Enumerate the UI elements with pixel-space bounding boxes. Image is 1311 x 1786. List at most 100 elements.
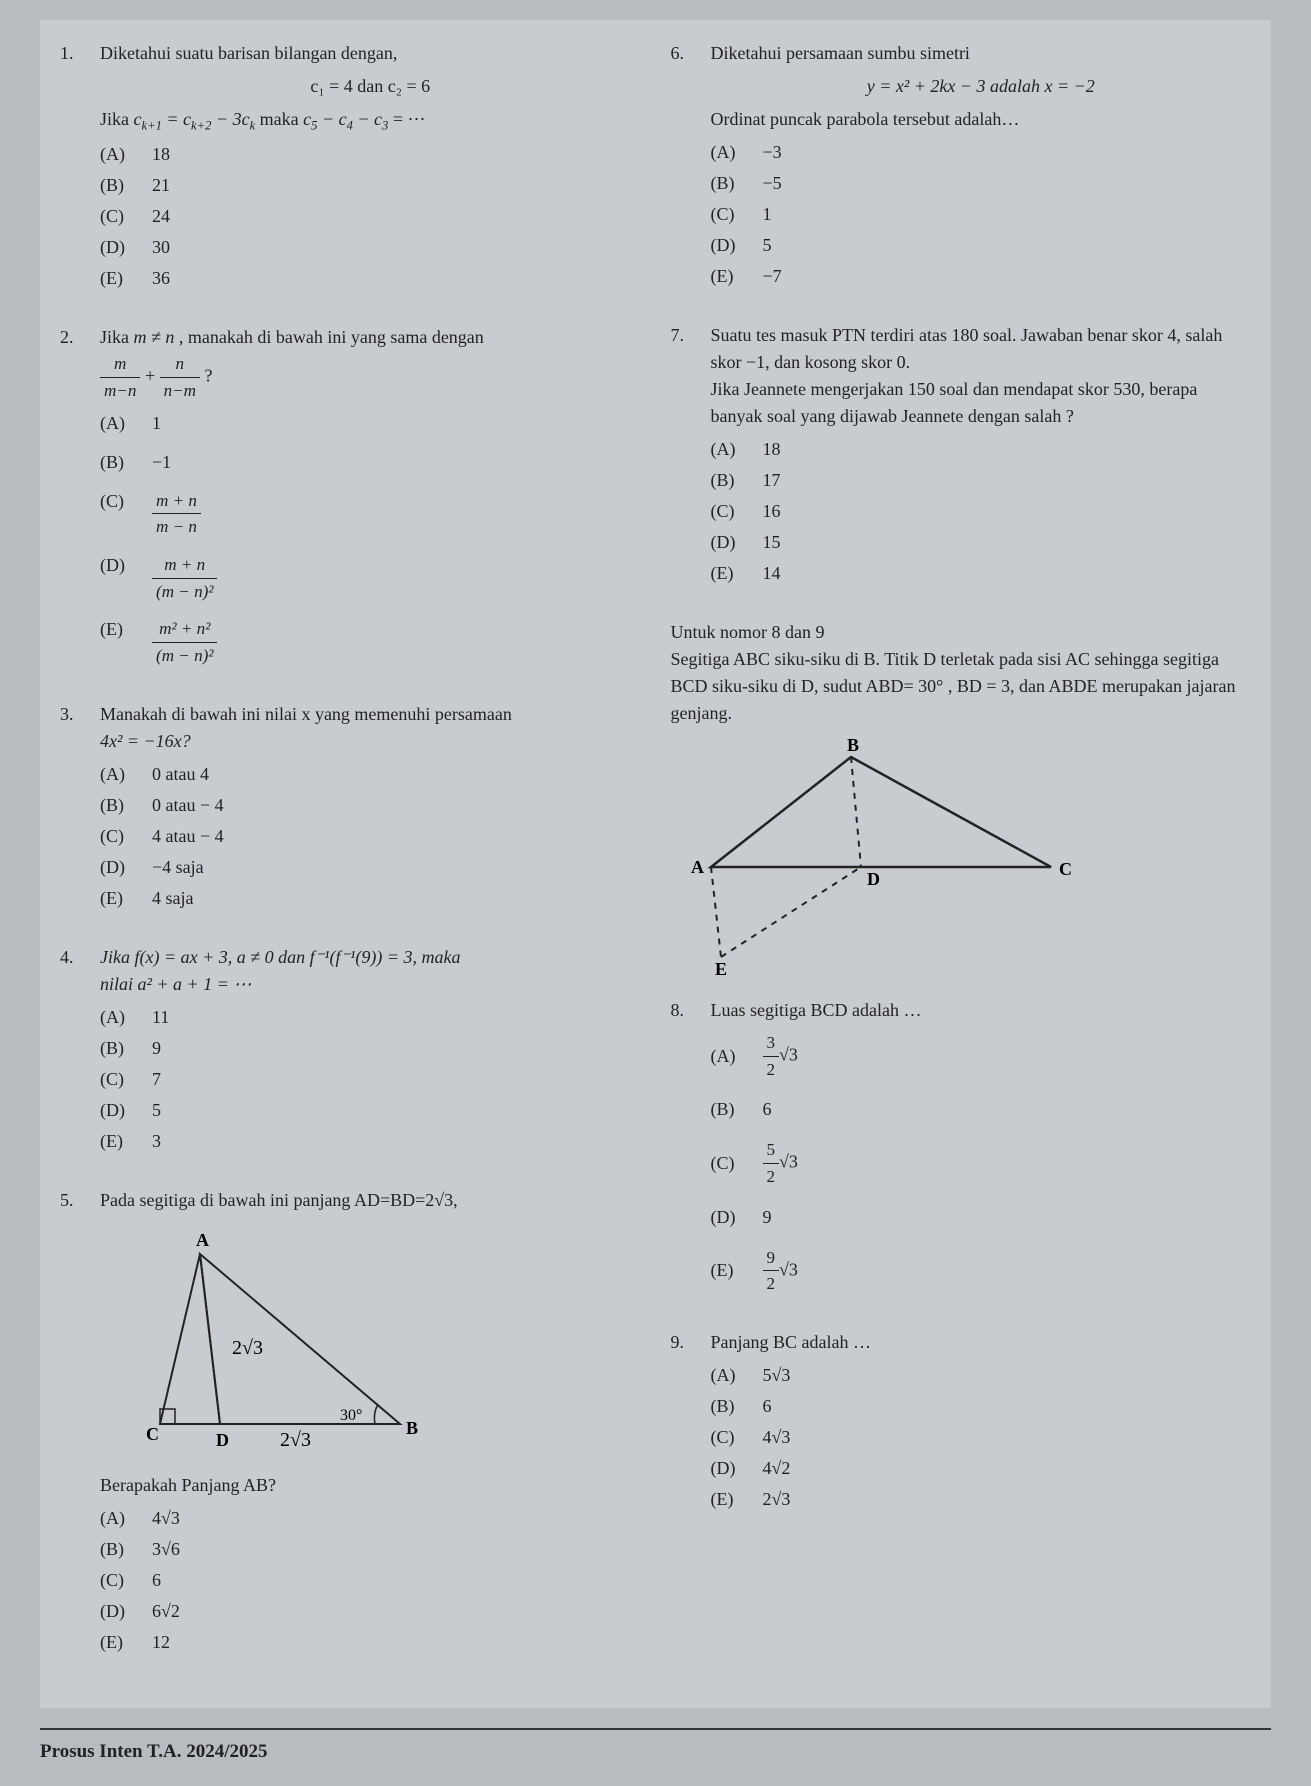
- option-e: (E)4 saja: [100, 885, 641, 912]
- context-8-9: Untuk nomor 8 dan 9 Segitiga ABC siku-si…: [671, 619, 1252, 985]
- page-footer: Prosus Inten T.A. 2024/2025: [40, 1728, 1271, 1767]
- option-label: (D): [100, 1598, 134, 1625]
- option-label: (A): [711, 436, 745, 463]
- question-3: 3. Manakah di bawah ini nilai x yang mem…: [60, 701, 641, 916]
- question-number: 9.: [671, 1329, 697, 1517]
- fig-label-c: C: [146, 1424, 159, 1444]
- options: (A) 32√3 (B)6 (C) 52√3 (D)9 (E) 92√3: [711, 1030, 1252, 1297]
- option-text: −7: [763, 263, 782, 290]
- option-c: (C)1: [711, 201, 1252, 228]
- option-text: 24: [152, 203, 170, 230]
- option-label: (B): [100, 1536, 134, 1563]
- option-label: (C): [100, 488, 134, 540]
- options: (A)18 (B)17 (C)16 (D)15 (E)14: [711, 436, 1252, 587]
- stem-text: Luas segitiga BCD adalah …: [711, 997, 1252, 1024]
- question-body: Luas segitiga BCD adalah … (A) 32√3 (B)6…: [711, 997, 1252, 1301]
- option-text: −1: [152, 449, 171, 476]
- option-d: (D)9: [711, 1204, 1252, 1231]
- option-text: 6: [152, 1567, 161, 1594]
- fraction: mm−n: [100, 351, 140, 403]
- option-e: (E)36: [100, 265, 641, 292]
- fraction: nn−m: [160, 351, 200, 403]
- stem-text: Pada segitiga di bawah ini panjang AD=BD…: [100, 1187, 641, 1214]
- option-text: 1: [152, 410, 161, 437]
- question-number: 1.: [60, 40, 86, 296]
- option-label: (D): [100, 1097, 134, 1124]
- option-a: (A)18: [100, 141, 641, 168]
- option-e: (E)3: [100, 1128, 641, 1155]
- text: Jika: [100, 327, 134, 347]
- option-text: 6: [763, 1096, 772, 1123]
- question-number: 2.: [60, 324, 86, 672]
- option-label: (B): [711, 1096, 745, 1123]
- option-e: (E) m² + n²(m − n)²: [100, 616, 641, 668]
- option-a: (A)−3: [711, 139, 1252, 166]
- question-number: 6.: [671, 40, 697, 294]
- option-label: (A): [100, 1004, 134, 1031]
- fig-label-b: B: [406, 1418, 418, 1438]
- option-a: (A)11: [100, 1004, 641, 1031]
- option-text: 18: [152, 141, 170, 168]
- option-label: (E): [711, 263, 745, 290]
- option-label: (A): [711, 1362, 745, 1389]
- question-number: 7.: [671, 322, 697, 591]
- question-6: 6. Diketahui persamaan sumbu simetri y =…: [671, 40, 1252, 294]
- option-c: (C)24: [100, 203, 641, 230]
- option-c: (C) m + nm − n: [100, 488, 641, 540]
- option-text: 5: [152, 1097, 161, 1124]
- option-text: 2√3: [763, 1486, 791, 1513]
- option-label: (C): [711, 201, 745, 228]
- option-label: (A): [711, 1043, 745, 1070]
- option-e: (E) 2√3: [711, 1486, 1252, 1513]
- option-c: (C)7: [100, 1066, 641, 1093]
- fig-angle-label: 30°: [340, 1407, 362, 1424]
- math-text: c5 − c4 − c3: [303, 109, 388, 129]
- option-text: 5: [763, 232, 772, 259]
- question-body: Diketahui persamaan sumbu simetri y = x²…: [711, 40, 1252, 294]
- option-label: (C): [100, 1567, 134, 1594]
- option-label: (C): [711, 1150, 745, 1177]
- text: ?: [205, 366, 213, 386]
- stem-text: Manakah di bawah ini nilai x yang memenu…: [100, 701, 641, 728]
- fig-label-d: D: [867, 869, 880, 889]
- option-label: (E): [711, 1257, 745, 1284]
- question-body: Jika f(x) = ax + 3, a ≠ 0 dan f⁻¹(f⁻¹(9)…: [100, 944, 641, 1159]
- question-number: 3.: [60, 701, 86, 916]
- option-text: 12: [152, 1629, 170, 1656]
- fraction: m + nm − n: [152, 488, 201, 540]
- question-body: Suatu tes masuk PTN terdiri atas 180 soa…: [711, 322, 1252, 591]
- stem-text: Jika m ≠ n , manakah di bawah ini yang s…: [100, 324, 641, 351]
- page: 1. Diketahui suatu barisan bilangan deng…: [40, 20, 1271, 1708]
- option-label: (D): [711, 232, 745, 259]
- question-body: Jika m ≠ n , manakah di bawah ini yang s…: [100, 324, 641, 672]
- option-label: (E): [711, 1486, 745, 1513]
- option-e: (E) 92√3: [711, 1245, 1252, 1297]
- stem-text: Panjang BC adalah …: [711, 1329, 1252, 1356]
- equation: c₁ = 4 dan c₂ = 6: [100, 73, 641, 100]
- option-e: (E) −7: [711, 263, 1252, 290]
- question-1: 1. Diketahui suatu barisan bilangan deng…: [60, 40, 641, 296]
- stem-text: Jika f(x) = ax + 3, a ≠ 0 dan f⁻¹(f⁻¹(9)…: [100, 944, 641, 971]
- option-d: (D)15: [711, 529, 1252, 556]
- option-label: (C): [711, 1424, 745, 1451]
- option-text: 4 saja: [152, 885, 193, 912]
- fig-label-e: E: [715, 959, 727, 977]
- option-text: 4√3: [152, 1505, 180, 1532]
- math-text: ck+1 = ck+2 − 3ck: [134, 109, 256, 129]
- context-title: Untuk nomor 8 dan 9: [671, 619, 1252, 646]
- question-number: 5.: [60, 1187, 86, 1660]
- options: (A)18 (B)21 (C)24 (D)30 (E)36: [100, 141, 641, 292]
- question-8: 8. Luas segitiga BCD adalah … (A) 32√3 (…: [671, 997, 1252, 1301]
- math-text: m ≠ n: [134, 327, 175, 347]
- stem-text: Jika ck+1 = ck+2 − 3ck maka c5 − c4 − c3…: [100, 106, 641, 135]
- options: (A)−3 (B)−5 (C)1 (D)5 (E)−7: [711, 139, 1252, 290]
- option-d: (D)4√2: [711, 1455, 1252, 1482]
- fig-label-c: C: [1059, 859, 1072, 879]
- stem-text: Ordinat puncak parabola tersebut adalah…: [711, 106, 1252, 133]
- option-label: (A): [100, 761, 134, 788]
- option-a: (A)5√3: [711, 1362, 1252, 1389]
- question-body: Diketahui suatu barisan bilangan dengan,…: [100, 40, 641, 296]
- option-text: 16: [763, 498, 781, 525]
- option-text: 36: [152, 265, 170, 292]
- stem-text: Diketahui persamaan sumbu simetri: [711, 40, 1252, 67]
